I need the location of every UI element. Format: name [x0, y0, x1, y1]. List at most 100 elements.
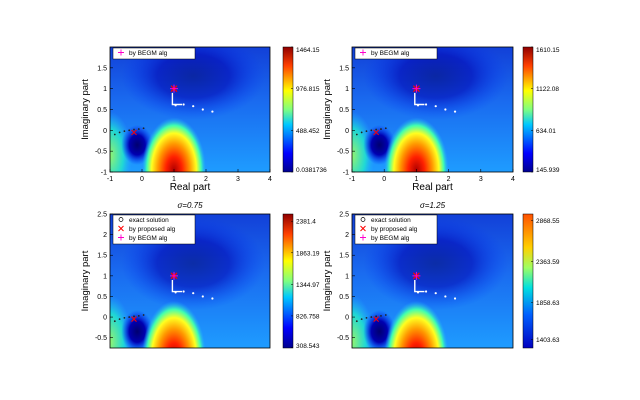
- x-tick-label: 2: [204, 176, 208, 183]
- heatmap-field: [352, 47, 513, 172]
- y-tick-label: 1.5: [97, 253, 107, 260]
- colorbar-tick-label: 1122.08: [536, 86, 559, 93]
- trajectory-point: [113, 320, 116, 323]
- peak-region: [142, 289, 206, 348]
- legend-label: by proposed alg: [371, 226, 418, 233]
- x-tick-label: 2: [447, 176, 451, 183]
- chart-panel-2: -1 -0.5 0 0.5 1 1.5 -1 0 1 2 3 4 Real part Imaginary …: [322, 46, 560, 193]
- y-tick-label: 2: [345, 232, 349, 239]
- trajectory-point: [384, 127, 387, 130]
- trajectory-point: [128, 129, 131, 132]
- trajectory-point: [211, 297, 214, 300]
- colorbar: 2381.4 1863.19 1344.97 826.758 308.543: [282, 213, 320, 350]
- colorbar-tick-label: 2381.4: [296, 219, 316, 226]
- legend: exact solution by proposed alg by BEGM alg: [112, 214, 196, 245]
- trajectory-point: [182, 103, 185, 106]
- plot-frame: [351, 213, 514, 349]
- trajectory-point: [365, 130, 368, 133]
- x-axis-label: Real part: [170, 182, 211, 193]
- legend: by BEGM alg: [354, 47, 438, 60]
- trajectory-point: [370, 129, 373, 132]
- colorbar-gradient: [522, 46, 534, 173]
- legend-label: by proposed alg: [129, 226, 176, 233]
- legend-marker-proposed: [118, 225, 124, 232]
- legend: exact solution by proposed alg by BEGM alg: [354, 214, 438, 245]
- legend-label: by BEGM alg: [371, 50, 410, 57]
- x-tick-label: 4: [268, 176, 272, 183]
- low-region: [363, 47, 509, 120]
- y-tick-label: 2.5: [339, 212, 349, 219]
- chart-panel-3: -0.5 0 0.5 1 1.5 2 2.5 Imaginary part σ=0.75 exac…: [80, 201, 320, 350]
- y-tick-label: 1: [345, 86, 349, 93]
- y-tick-label: 0.5: [339, 107, 349, 114]
- legend-marker-begm: [360, 49, 366, 56]
- colorbar-tick-label: 2868.55: [536, 218, 560, 225]
- y-tick-label: 0.5: [339, 294, 349, 301]
- trajectory-point: [370, 316, 373, 318]
- trajectory-point: [123, 317, 126, 319]
- legend-marker-begm: [118, 49, 124, 56]
- y-tick-label: 2: [103, 232, 107, 239]
- y-tick-label: 0: [345, 315, 349, 322]
- y-tick-label: -0.5: [95, 149, 107, 156]
- x-tick-label: 3: [479, 176, 483, 183]
- trajectory-point: [380, 128, 382, 130]
- trajectory-point: [118, 318, 121, 321]
- trajectory-point: [384, 314, 387, 316]
- trajectory-point: [375, 315, 378, 318]
- y-tick-label: 1.5: [339, 65, 349, 72]
- trajectory-point: [182, 290, 185, 293]
- proposed-solution-marker: [131, 316, 137, 322]
- colorbar-tick-label: 308.543: [296, 343, 320, 350]
- x-axis-label: Real part: [412, 182, 453, 193]
- peak-region: [384, 107, 449, 172]
- begm-solution-marker: [170, 84, 178, 93]
- begm-solution-marker: [412, 271, 421, 280]
- chart-title: σ=1.25: [420, 201, 446, 210]
- chart-title: σ=0.75: [177, 201, 203, 210]
- x-tick-label: 0: [382, 176, 386, 183]
- y-tick-label: -0.5: [337, 335, 349, 342]
- path-marker: [171, 92, 182, 106]
- trajectory-point: [355, 133, 358, 136]
- colorbar-tick-label: 1403.63: [536, 337, 560, 344]
- trajectory-point: [133, 128, 135, 131]
- colorbar-tick-label: 145.939: [536, 167, 560, 174]
- trajectory-point: [201, 108, 204, 111]
- legend-label: exact solution: [129, 217, 169, 224]
- legend-label: by BEGM alg: [129, 50, 168, 57]
- legend-box: [112, 47, 196, 60]
- colorbar-gradient: [282, 213, 294, 349]
- trajectory-point: [137, 314, 140, 317]
- legend-marker-proposed: [360, 225, 366, 232]
- colorbar-tick-label: 826.758: [296, 313, 320, 320]
- low-region: [121, 47, 266, 120]
- y-tick-label: -1: [343, 170, 349, 177]
- y-axis-label: Imaginary part: [80, 79, 91, 140]
- x-tick-label: 4: [511, 176, 515, 183]
- legend-box: [354, 214, 438, 245]
- proposed-solution-marker: [373, 129, 380, 136]
- colorbar-tick-label: 1464.15: [296, 47, 320, 54]
- y-axis-label: Imaginary part: [322, 250, 333, 311]
- plot-frame: [109, 213, 271, 349]
- trajectory-point: [192, 105, 195, 108]
- heatmap-field: [110, 47, 270, 172]
- colorbar-tick-label: 1344.97: [296, 282, 320, 289]
- trajectory-point: [360, 131, 363, 134]
- chart-panel-4: -0.5 0 0.5 1 1.5 2 2.5 Imaginary part σ=1.25 exac…: [322, 201, 560, 349]
- y-tick-label: -1: [101, 170, 107, 177]
- y-tick-label: 1: [103, 273, 107, 280]
- legend: by BEGM alg: [112, 47, 196, 60]
- trajectory-point: [380, 314, 382, 317]
- y-tick-label: 1: [103, 86, 107, 93]
- begm-solution-marker: [170, 271, 178, 280]
- trajectory-point: [424, 103, 428, 106]
- legend-label: by BEGM alg: [371, 235, 410, 242]
- trajectory-point: [118, 131, 121, 134]
- trajectory-point: [453, 110, 457, 113]
- colorbar-tick-label: 2363.59: [536, 259, 560, 266]
- peak-region: [384, 289, 449, 348]
- colorbar-tick-label: 1610.15: [536, 47, 560, 54]
